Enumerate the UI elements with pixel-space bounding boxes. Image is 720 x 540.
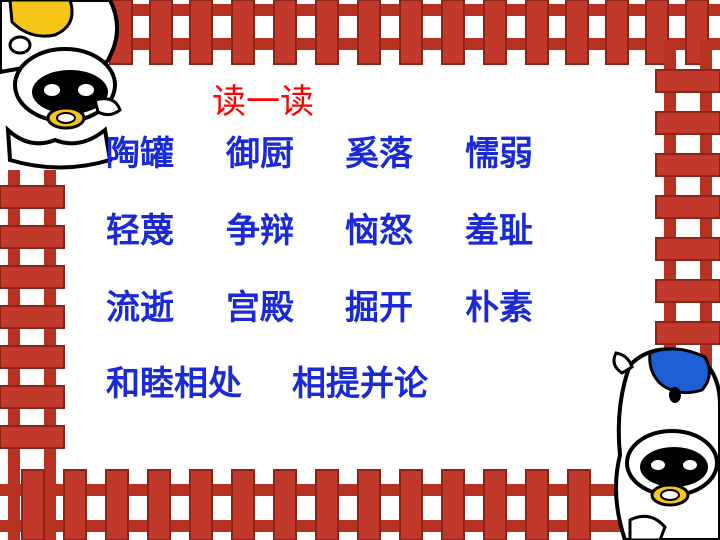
- word-r1-c4: 懦弱: [465, 134, 533, 174]
- word-r4-c2: 相提并论: [292, 364, 428, 404]
- word-r1-c3: 奚落: [345, 134, 413, 174]
- word-r3-c4: 朴素: [465, 288, 533, 328]
- blue-cow-icon: [612, 347, 720, 540]
- slide-title: 读一读: [212, 82, 314, 122]
- word-r3-c1: 流逝: [106, 288, 174, 328]
- word-r1-c2: 御厨: [226, 134, 294, 174]
- word-r1-c1: 陶罐: [106, 134, 174, 174]
- word-r2-c4: 羞耻: [465, 211, 533, 251]
- word-r3-c2: 宫殿: [226, 288, 294, 328]
- word-r4-c1: 和睦相处: [106, 364, 242, 404]
- word-r2-c3: 恼怒: [345, 211, 413, 251]
- word-r2-c2: 争辩: [226, 211, 294, 251]
- yellow-cow-icon: [0, 0, 122, 170]
- word-r3-c3: 掘开: [345, 288, 413, 328]
- word-r2-c1: 轻蔑: [106, 211, 174, 251]
